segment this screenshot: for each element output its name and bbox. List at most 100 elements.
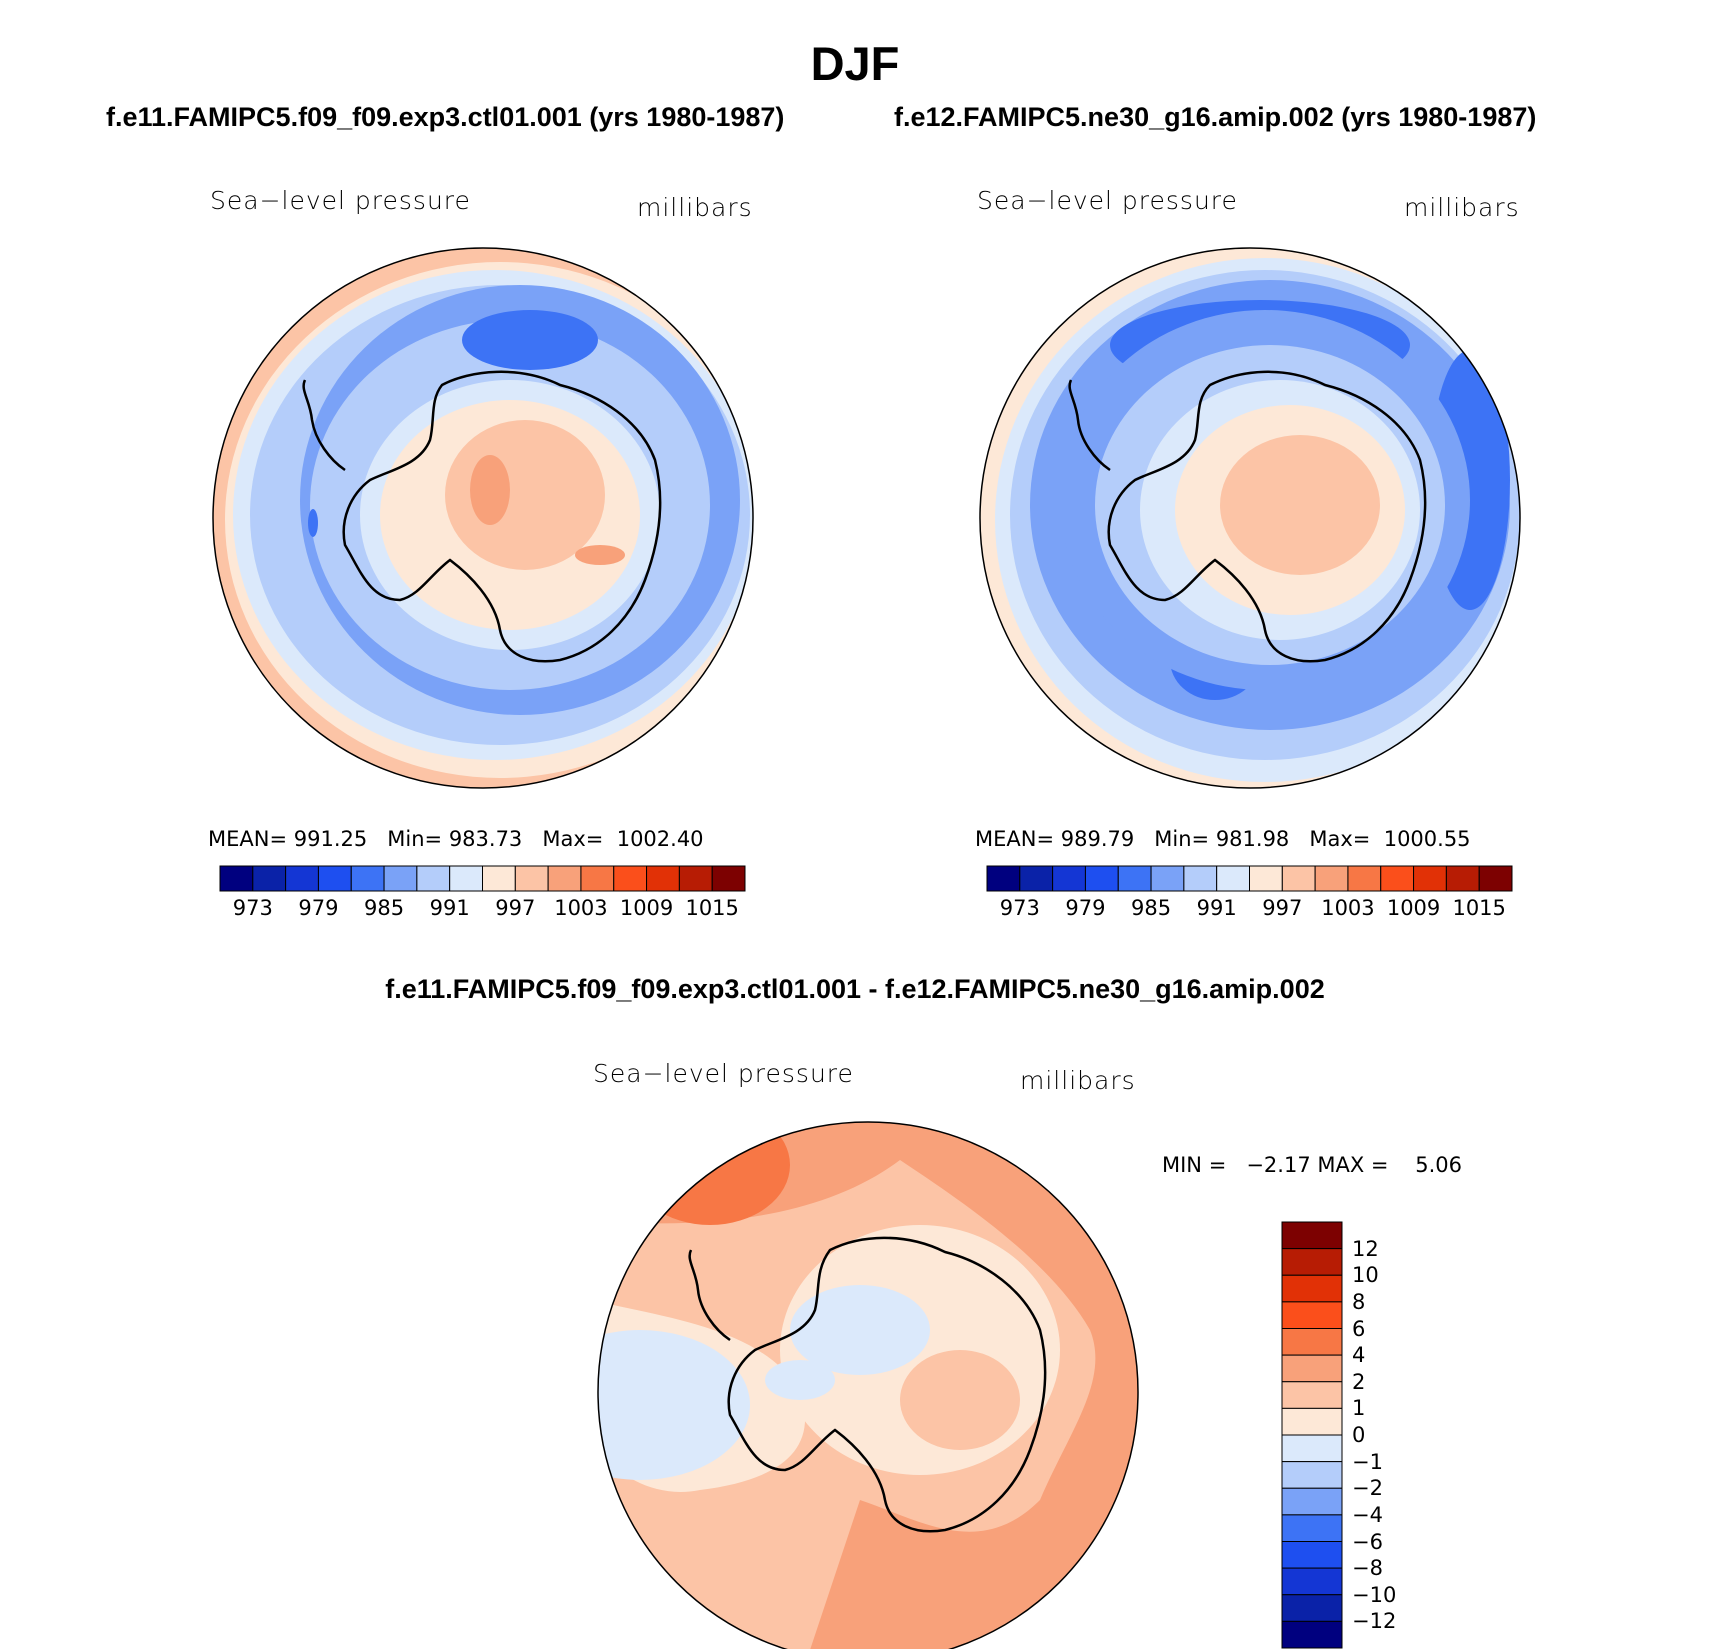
left-units-label: millibars	[637, 193, 753, 222]
right-min-label: Min=	[1154, 827, 1210, 851]
main-title: DJF	[810, 37, 900, 90]
diff-variable-label: Sea−level pressure	[593, 1059, 854, 1088]
left-colorbar-box	[514, 865, 549, 892]
diff-coastline	[727, 1236, 1047, 1533]
right-mean-label: MEAN=	[975, 827, 1055, 851]
left-colorbar-box	[646, 865, 680, 892]
diff-colorbar-tick: −12	[1352, 1609, 1397, 1634]
diff-stats: MIN = −2.17 MAX = 5.06	[1162, 1153, 1462, 1177]
left-colorbar-box	[317, 865, 352, 892]
left-colorbar-tick: 1009	[619, 896, 674, 920]
diff-colorbar-box	[1281, 1328, 1343, 1356]
diff-colorbar-tick: −1	[1352, 1449, 1383, 1474]
left-map-fill	[213, 248, 753, 788]
left-max-value: 1002.40	[616, 827, 704, 851]
left-colorbar-tick: 997	[495, 896, 536, 920]
right-colorbar-box	[1445, 865, 1480, 892]
left-colorbar-box	[482, 865, 516, 892]
left-colorbar-box	[678, 865, 713, 892]
diff-max-value: 5.06	[1415, 1153, 1462, 1177]
left-mean-value: 991.25	[293, 827, 368, 851]
diff-colorbar-box	[1281, 1407, 1343, 1436]
diff-colorbar-box	[1281, 1301, 1343, 1329]
right-mean-value: 989.79	[1060, 827, 1135, 851]
diff-colorbar-box	[1281, 1248, 1343, 1276]
diff-title: f.e11.FAMIPC5.f09_f09.exp3.ctl01.001 - f…	[385, 974, 1325, 1004]
left-colorbar-tick: 1015	[685, 896, 739, 920]
right-colorbar-box	[1216, 865, 1250, 892]
right-colorbar-box	[1150, 865, 1185, 892]
right-colorbar-tick: 973	[999, 896, 1040, 920]
left-colorbar-box	[547, 865, 582, 892]
right-colorbar-box	[1413, 865, 1447, 892]
diff-colorbar-box	[1281, 1487, 1343, 1516]
left-colorbar-box	[449, 865, 483, 892]
diff-colorbar-box	[1281, 1221, 1343, 1250]
right-map-fill	[980, 248, 1520, 788]
right-colorbar-tick: 997	[1262, 896, 1303, 920]
right-colorbar-box	[1019, 865, 1054, 892]
diff-min-value: −2.17	[1246, 1153, 1311, 1177]
left-mean-label: MEAN=	[208, 827, 288, 851]
right-colorbar-tick: 1015	[1452, 896, 1506, 920]
diff-colorbar-tick: −8	[1352, 1556, 1383, 1581]
diff-colorbar-box	[1281, 1381, 1343, 1409]
left-colorbar-tick: 1003	[554, 896, 608, 920]
right-colorbar-box	[1478, 865, 1513, 892]
left-max-label: Max=	[542, 827, 604, 851]
left-peninsula	[302, 379, 346, 472]
left-colorbar-tick: 979	[298, 896, 339, 920]
diff-colorbar-tick: 1	[1352, 1396, 1366, 1421]
diff-colorbar-tick: 8	[1352, 1289, 1366, 1314]
left-colorbar-box	[711, 865, 746, 892]
diff-colorbar-box	[1281, 1461, 1343, 1489]
diff-colorbar-tick: 12	[1352, 1236, 1379, 1261]
right-colorbar-box	[1380, 865, 1415, 892]
right-colorbar-box	[1117, 865, 1152, 892]
diff-colorbar-tick: 6	[1352, 1316, 1366, 1341]
diff-map-fill	[598, 1122, 1138, 1649]
diff-colorbar-tick: 10	[1352, 1263, 1379, 1288]
left-stats: MEAN= 991.25 Min= 983.73 Max= 1002.40	[208, 827, 704, 851]
left-case-title: f.e11.FAMIPC5.f09_f09.exp3.ctl01.001 (yr…	[106, 102, 785, 132]
right-colorbar-tick: 991	[1196, 896, 1237, 920]
right-colorbar-box	[986, 865, 1021, 892]
left-colorbar-box	[350, 865, 385, 892]
left-colorbar-tick: 991	[429, 896, 470, 920]
right-colorbar-tick: 1003	[1321, 896, 1375, 920]
diff-map-outline	[597, 1121, 1139, 1649]
right-colorbar-box	[1249, 865, 1283, 892]
diff-colorbar-box	[1281, 1541, 1343, 1569]
diff-colorbar-tick: 2	[1352, 1369, 1366, 1394]
left-min-value: 983.73	[448, 827, 523, 851]
right-colorbar-box	[1314, 865, 1349, 892]
diff-colorbar-tick: 0	[1352, 1423, 1366, 1447]
left-coastline	[342, 370, 662, 663]
diff-colorbar-box	[1281, 1354, 1343, 1383]
right-units-label: millibars	[1404, 193, 1520, 222]
left-colorbar-tick: 985	[364, 896, 405, 920]
left-colorbar-box	[580, 865, 615, 892]
diff-colorbar-box	[1281, 1620, 1343, 1649]
right-min-value: 981.98	[1215, 827, 1290, 851]
right-max-value: 1000.55	[1383, 827, 1471, 851]
right-case-title: f.e12.FAMIPC5.ne30_g16.amip.002 (yrs 198…	[894, 102, 1537, 132]
right-colorbar-tick: 979	[1065, 896, 1106, 920]
diff-units-label: millibars	[1020, 1066, 1136, 1095]
diff-colorbar-tick: 4	[1352, 1343, 1366, 1368]
diff-colorbar-box	[1281, 1274, 1343, 1303]
diff-colorbar-tick: −10	[1352, 1582, 1397, 1607]
right-peninsula	[1068, 379, 1111, 472]
diff-colorbar-tick: −2	[1352, 1476, 1383, 1501]
left-colorbar-tick: 973	[232, 896, 273, 920]
right-colorbar-tick: 1009	[1386, 896, 1441, 920]
right-map-outline	[979, 247, 1521, 789]
right-variable-label: Sea−level pressure	[977, 186, 1238, 215]
right-stats: MEAN= 989.79 Min= 981.98 Max= 1000.55	[975, 827, 1471, 851]
left-colorbar-box	[219, 865, 254, 892]
left-variable-label: Sea−level pressure	[210, 186, 471, 215]
diff-peninsula	[688, 1249, 731, 1342]
left-colorbar-box	[383, 865, 418, 892]
